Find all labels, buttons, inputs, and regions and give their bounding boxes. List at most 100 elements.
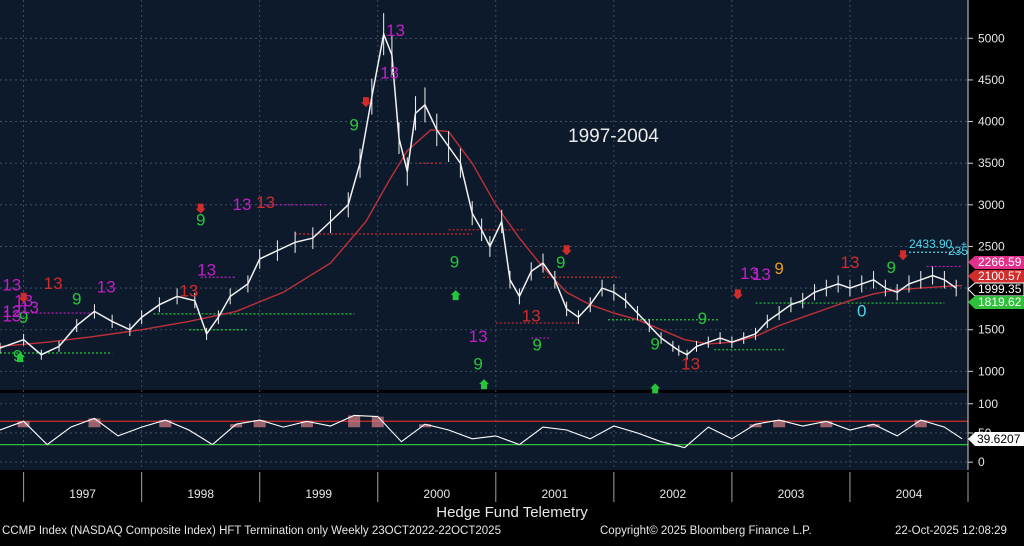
x-tick-label: 1999 bbox=[305, 487, 332, 501]
signal-count-label: 13 bbox=[233, 195, 252, 214]
y-tick-label: 4500 bbox=[978, 73, 1005, 87]
buy-arrow-icon bbox=[650, 383, 661, 394]
sell-arrow-icon bbox=[360, 97, 371, 108]
price-badge bbox=[968, 296, 1024, 309]
y-tick-label: 3500 bbox=[978, 156, 1005, 170]
rsi-fill bbox=[820, 421, 833, 428]
signal-count-label: 9 bbox=[19, 308, 28, 327]
rsi-fill bbox=[914, 420, 927, 428]
x-tick-label: 2002 bbox=[660, 487, 687, 501]
rsi-fill bbox=[88, 418, 101, 428]
rsi-fill bbox=[371, 416, 384, 428]
footer-copyright: Copyright© 2025 Bloomberg Finance L.P. bbox=[600, 525, 812, 537]
y-tick-label: 3000 bbox=[978, 198, 1005, 212]
price-badge-label: 2266.59 bbox=[978, 255, 1022, 269]
price-badge-label: 2100.57 bbox=[978, 269, 1022, 283]
signal-count-label: 9 bbox=[650, 335, 659, 354]
signal-count-label: 13 bbox=[179, 281, 198, 300]
rsi-tick-label: 0 bbox=[978, 455, 985, 469]
buy-arrow-icon bbox=[479, 379, 489, 390]
signal-count-label: 13 bbox=[752, 265, 771, 284]
signal-count-label: 0 bbox=[857, 301, 866, 320]
signal-count-label: 9 bbox=[72, 290, 81, 309]
signal-count-label: 9 bbox=[349, 116, 358, 135]
x-tick-label: 2001 bbox=[541, 487, 568, 501]
price-badge bbox=[968, 270, 1024, 283]
price-series bbox=[0, 13, 957, 360]
price-badge bbox=[968, 256, 1024, 269]
x-tick-label: 1997 bbox=[69, 487, 96, 501]
rsi-fill bbox=[253, 420, 266, 428]
signal-count-label: 13 bbox=[681, 355, 700, 374]
moving-average bbox=[0, 129, 963, 348]
rsi-panel bbox=[0, 393, 968, 470]
grid bbox=[0, 0, 968, 470]
rsi-fill bbox=[418, 424, 431, 428]
signal-count-label: 9 bbox=[473, 355, 482, 374]
signal-count-label: 9 bbox=[774, 259, 783, 278]
x-tick-label: 2003 bbox=[778, 487, 805, 501]
rsi-fill bbox=[300, 421, 313, 428]
rsi-fill bbox=[159, 420, 172, 428]
y-tick-label: 4000 bbox=[978, 115, 1005, 129]
signal-count-label: 12 bbox=[2, 302, 21, 321]
signal-count-label: 13 bbox=[2, 276, 21, 295]
y-tick-label: 2500 bbox=[978, 239, 1005, 253]
sell-arrow-icon bbox=[561, 245, 572, 256]
rsi-fill bbox=[749, 424, 762, 428]
x-tick-label: 2000 bbox=[423, 487, 450, 501]
rsi-fill bbox=[867, 424, 880, 428]
signal-count-label: 13 bbox=[2, 306, 21, 325]
level-plus: + bbox=[961, 240, 967, 251]
price-panel bbox=[0, 0, 968, 390]
buy-arrow-icon bbox=[15, 352, 26, 363]
price-badge-label: 1999.35 bbox=[978, 282, 1022, 296]
y-tick-label: 1000 bbox=[978, 364, 1005, 378]
signal-count-label: 13 bbox=[256, 193, 275, 212]
level-text-b: 235 bbox=[948, 244, 968, 258]
rsi-badge bbox=[968, 432, 1024, 447]
signal-count-label: 13 bbox=[97, 277, 116, 296]
rsi-fill bbox=[230, 424, 243, 428]
rsi-line bbox=[0, 414, 963, 449]
signal-count-label: 13 bbox=[522, 306, 541, 325]
sell-arrow-icon bbox=[732, 289, 743, 300]
price-badge-label: 1819.62 bbox=[978, 295, 1022, 309]
signal-count-label: 13 bbox=[197, 261, 216, 280]
rsi-badge-label: 39.6207 bbox=[977, 432, 1021, 446]
sell-arrow-icon bbox=[898, 250, 909, 261]
x-tick-label: 1998 bbox=[187, 487, 214, 501]
rsi-tick-label: 100 bbox=[978, 397, 998, 411]
signal-count-label: 13 bbox=[469, 327, 488, 346]
axes: 1000150020002500300035004000450050000501… bbox=[23, 0, 1024, 502]
signal-count-label: 9 bbox=[698, 309, 707, 328]
sell-arrow-icon bbox=[195, 203, 206, 214]
rsi-fill bbox=[348, 415, 361, 428]
signal-count-label: 13 bbox=[380, 63, 399, 82]
rsi-fill bbox=[773, 420, 786, 428]
signal-count-label: 13 bbox=[44, 274, 63, 293]
signal-count-label: 9 bbox=[556, 253, 565, 272]
price-badge bbox=[967, 282, 1024, 297]
signal-count-label: 13 bbox=[740, 264, 759, 283]
rsi-series bbox=[0, 414, 963, 449]
y-tick-label: 1500 bbox=[978, 323, 1005, 337]
y-tick-label: 5000 bbox=[978, 31, 1005, 45]
signal-count-label: 9 bbox=[532, 336, 541, 355]
level-text: 2433.90 bbox=[909, 237, 953, 251]
footer-timestamp: 22-Oct-2025 12:08:29 bbox=[895, 525, 1007, 537]
signal-count-label: 13 bbox=[20, 298, 39, 317]
buy-arrow-icon bbox=[450, 290, 461, 301]
signal-count-label: 13 bbox=[840, 253, 859, 272]
x-axis-title: Hedge Fund Telemetry bbox=[436, 504, 588, 521]
annotations: 1313129131391391313139131391313913913999… bbox=[2, 21, 968, 394]
sell-arrow-icon bbox=[18, 292, 29, 303]
signal-count-label: 9 bbox=[450, 252, 459, 271]
signal-count-label: 9 bbox=[196, 211, 205, 230]
signal-count-label: 9 bbox=[887, 258, 896, 277]
level-segments bbox=[0, 162, 963, 354]
rsi-fill bbox=[17, 421, 30, 428]
footer-security: CCMP Index (NASDAQ Composite Index) HFT … bbox=[2, 525, 501, 537]
